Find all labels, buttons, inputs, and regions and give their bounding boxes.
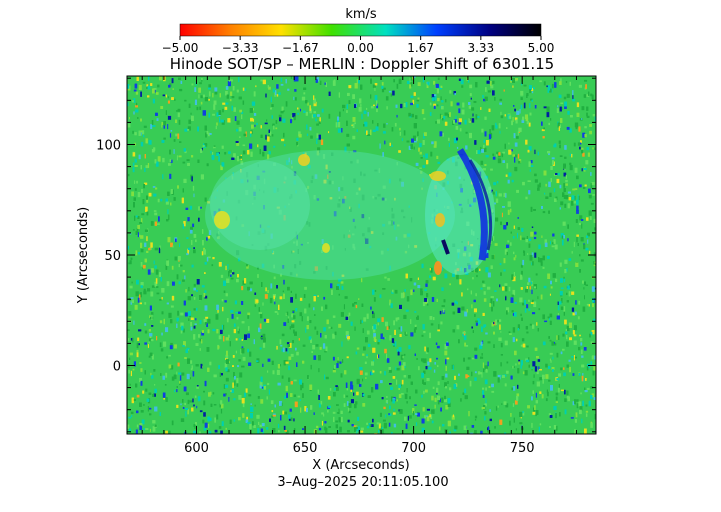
colorbar-tick-label: −5.00 [162, 41, 199, 55]
x-tick-label: 700 [401, 441, 426, 456]
x-tick-label: 750 [510, 441, 535, 456]
doppler-map-features [205, 148, 495, 280]
colorbar-tick-label: −3.33 [222, 41, 259, 55]
y-axis-label: Y (Arcseconds) [76, 207, 91, 304]
colorbar [179, 23, 542, 37]
colorbar-tick-label: 5.00 [528, 41, 555, 55]
plot-title: Hinode SOT/SP – MERLIN : Doppler Shift o… [170, 55, 554, 73]
x-axis-label: X (Arcseconds) [312, 458, 409, 473]
y-tick-label: 50 [104, 249, 121, 264]
x-axis-ticks: 600 650 700 750 [141, 76, 577, 456]
colorbar-tick-label: 0.00 [347, 41, 374, 55]
colorbar-ticks: −5.00 −3.33 −1.67 0.00 1.67 3.33 5.00 [162, 36, 555, 55]
y-tick-label: 0 [113, 359, 121, 374]
x-tick-label: 600 [184, 441, 209, 456]
colorbar-tick-label: 1.67 [407, 41, 434, 55]
x-tick-label: 650 [293, 441, 318, 456]
colorbar-tick-label: −1.67 [282, 41, 319, 55]
colorbar-tick-label: 3.33 [467, 41, 494, 55]
y-tick-label: 100 [96, 139, 121, 154]
y-axis-ticks: 0 50 100 [96, 77, 596, 433]
timestamp: 3–Aug–2025 20:11:05.100 [277, 475, 448, 490]
colorbar-unit: km/s [345, 7, 377, 22]
